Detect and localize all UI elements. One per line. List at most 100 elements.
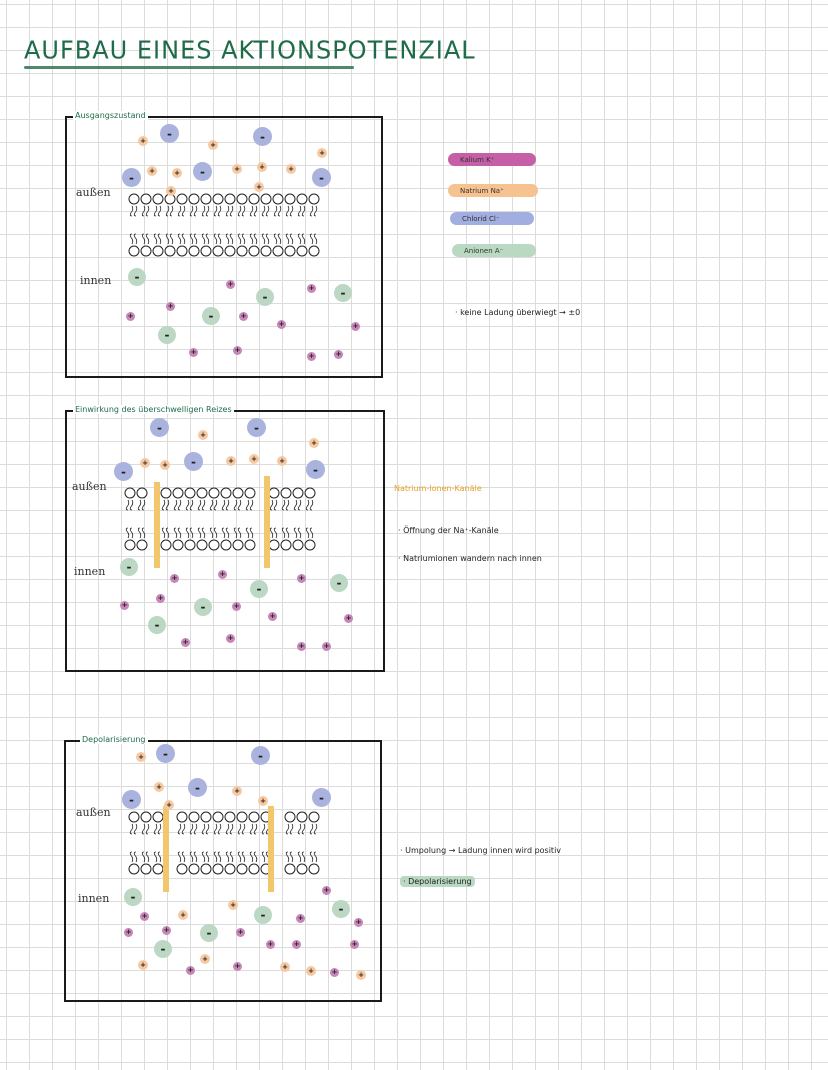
chloride-ion: - xyxy=(312,168,331,187)
sodium-channel xyxy=(268,806,274,892)
sodium-ion: + xyxy=(208,140,218,150)
chloride-ion: - xyxy=(122,168,141,187)
potassium-ion: + xyxy=(236,928,245,937)
potassium-ion: + xyxy=(218,570,227,579)
chloride-ion: - xyxy=(253,127,272,146)
anion: - xyxy=(194,598,212,616)
membrane-2 xyxy=(124,487,316,551)
sodium-ion: + xyxy=(138,960,148,970)
potassium-ion: + xyxy=(233,346,242,355)
sodium-ion: + xyxy=(136,752,146,762)
inside-label: innen xyxy=(80,274,112,287)
potassium-ion: + xyxy=(124,928,133,937)
potassium-ion: + xyxy=(322,642,331,651)
chloride-ion: - xyxy=(312,788,331,807)
potassium-ion: + xyxy=(344,614,353,623)
note-channel-title: Natrium-Ionen-Kanäle xyxy=(394,484,482,493)
panel-label: Depolarisierung xyxy=(80,735,148,744)
sodium-ion: + xyxy=(258,796,268,806)
sodium-ion: + xyxy=(356,970,366,980)
potassium-ion: + xyxy=(322,886,331,895)
anion: - xyxy=(202,307,220,325)
chloride-ion: - xyxy=(150,418,169,437)
potassium-ion: + xyxy=(126,312,135,321)
anion: - xyxy=(154,940,172,958)
anion: - xyxy=(334,284,352,302)
sodium-channel xyxy=(163,806,169,892)
note-sodium-moves: · Natriumionen wandern nach innen xyxy=(398,554,542,563)
outside-label: außen xyxy=(72,480,107,493)
potassium-ion: + xyxy=(232,602,241,611)
legend-chloride: Chlorid Cl⁻ xyxy=(450,212,534,225)
anion: - xyxy=(256,288,274,306)
anion: - xyxy=(148,616,166,634)
title-underline xyxy=(24,66,354,69)
legend-potassium: Kalium K⁺ xyxy=(448,153,536,166)
sodium-ion: + xyxy=(232,786,242,796)
potassium-ion: + xyxy=(297,642,306,651)
potassium-ion: + xyxy=(120,601,129,610)
membrane-3 xyxy=(128,811,320,875)
chloride-ion: - xyxy=(193,162,212,181)
panel-label: Ausgangszustand xyxy=(73,111,148,120)
chloride-ion: - xyxy=(114,462,133,481)
panel-depolarization: Depolarisierung xyxy=(64,735,382,1002)
page-title: AUFBAU EINES AKTIONSPOTENZIAL xyxy=(24,35,476,65)
sodium-ion: + xyxy=(154,782,164,792)
potassium-ion: + xyxy=(297,574,306,583)
note-resting: · keine Ladung überwiegt → ±0 xyxy=(455,308,581,317)
sodium-ion: + xyxy=(198,430,208,440)
sodium-ion: + xyxy=(257,162,267,172)
sodium-ion: + xyxy=(317,148,327,158)
chloride-ion: - xyxy=(188,778,207,797)
potassium-ion: + xyxy=(156,594,165,603)
sodium-ion: + xyxy=(277,456,287,466)
sodium-ion: + xyxy=(178,910,188,920)
sodium-ion: + xyxy=(254,182,264,192)
anion: - xyxy=(200,924,218,942)
potassium-ion: + xyxy=(330,968,339,977)
potassium-ion: + xyxy=(268,612,277,621)
sodium-ion: + xyxy=(280,962,290,972)
membrane-1 xyxy=(128,193,320,257)
potassium-ion: + xyxy=(226,634,235,643)
potassium-ion: + xyxy=(166,302,175,311)
potassium-ion: + xyxy=(233,962,242,971)
potassium-ion: + xyxy=(170,574,179,583)
potassium-ion: + xyxy=(162,926,171,935)
sodium-ion: + xyxy=(249,454,259,464)
sodium-ion: + xyxy=(166,186,176,196)
legend-sodium: Natrium Na⁺ xyxy=(448,184,538,197)
sodium-channel xyxy=(154,482,160,568)
sodium-ion: + xyxy=(164,800,174,810)
potassium-ion: + xyxy=(350,940,359,949)
chloride-ion: - xyxy=(156,744,175,763)
panel-label: Einwirkung des überschwelligen Reizes xyxy=(73,405,234,414)
anion: - xyxy=(330,574,348,592)
sodium-ion: + xyxy=(306,966,316,976)
sodium-ion: + xyxy=(172,168,182,178)
anion: - xyxy=(120,558,138,576)
anion: - xyxy=(124,888,142,906)
chloride-ion: - xyxy=(160,124,179,143)
potassium-ion: + xyxy=(239,312,248,321)
anion: - xyxy=(254,906,272,924)
panel-stimulus: Einwirkung des überschwelligen Reizes xyxy=(65,405,385,672)
note-depolarization: · Depolarisierung xyxy=(400,876,475,887)
potassium-ion: + xyxy=(226,280,235,289)
sodium-ion: + xyxy=(232,164,242,174)
chloride-ion: - xyxy=(247,418,266,437)
sodium-ion: + xyxy=(226,456,236,466)
potassium-ion: + xyxy=(351,322,360,331)
anion: - xyxy=(250,580,268,598)
outside-label: außen xyxy=(76,806,111,819)
potassium-ion: + xyxy=(277,320,286,329)
sodium-ion: + xyxy=(147,166,157,176)
potassium-ion: + xyxy=(140,912,149,921)
sodium-ion: + xyxy=(200,954,210,964)
sodium-ion: + xyxy=(228,900,238,910)
chloride-ion: - xyxy=(184,452,203,471)
potassium-ion: + xyxy=(186,966,195,975)
sodium-ion: + xyxy=(286,164,296,174)
chloride-ion: - xyxy=(122,790,141,809)
